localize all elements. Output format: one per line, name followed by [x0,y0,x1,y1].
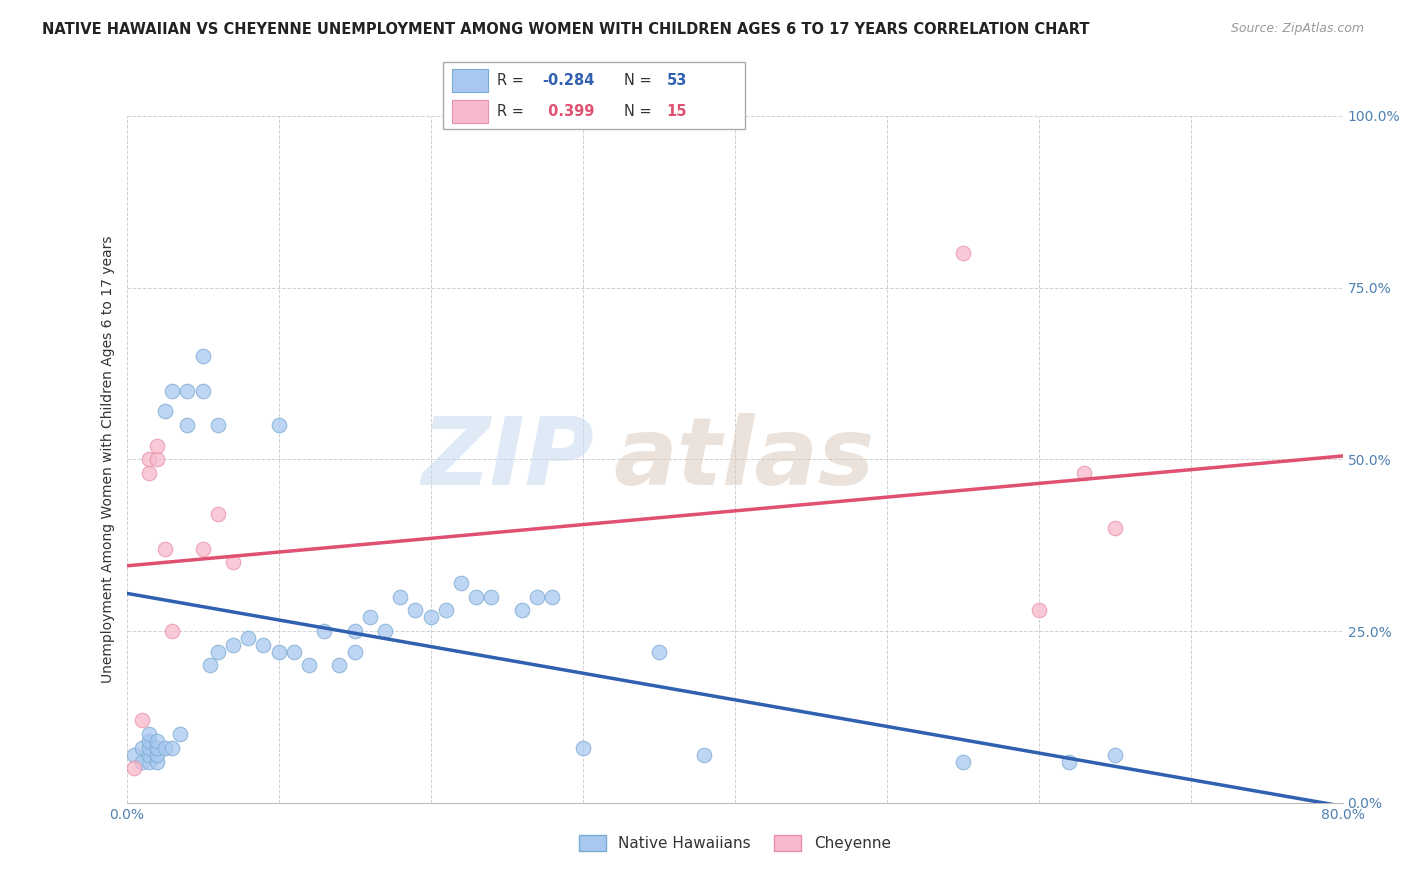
Point [267,417,290,432]
Point [146,755,169,769]
Point [160,740,183,755]
Point [434,603,457,617]
Point [419,610,441,624]
Legend: Native Hawaiians, Cheyenne: Native Hawaiians, Cheyenne [572,829,897,857]
Point [131,755,153,769]
Text: R =: R = [498,103,529,119]
FancyBboxPatch shape [451,70,488,92]
Point [252,638,274,652]
Point [343,624,366,639]
Point [267,645,290,659]
Point [160,384,183,398]
Point [952,755,974,769]
Point [343,645,366,659]
Y-axis label: Unemployment Among Women with Children Ages 6 to 17 years: Unemployment Among Women with Children A… [101,235,115,683]
Point [153,740,176,755]
Text: 15: 15 [666,103,688,119]
Point [283,645,305,659]
Text: Source: ZipAtlas.com: Source: ZipAtlas.com [1230,22,1364,36]
FancyBboxPatch shape [451,100,488,123]
Point [146,740,169,755]
Text: R =: R = [498,73,529,88]
Point [236,631,259,645]
Point [207,508,229,522]
Text: 0.399: 0.399 [543,103,593,119]
Point [122,747,145,762]
Point [160,624,183,639]
Point [138,452,160,467]
Point [693,747,716,762]
Point [481,590,503,604]
Point [146,734,169,748]
Point [207,417,229,432]
Point [314,624,336,639]
Point [138,755,160,769]
Point [207,645,229,659]
Text: 53: 53 [666,73,688,88]
Text: atlas: atlas [613,413,875,506]
Point [359,610,381,624]
Point [131,714,153,728]
Point [191,384,214,398]
Point [198,658,221,673]
Point [169,727,191,741]
Point [952,246,974,260]
FancyBboxPatch shape [443,62,745,129]
Point [298,658,321,673]
Point [465,590,488,604]
Point [153,404,176,418]
Point [138,466,160,480]
Point [146,747,169,762]
Point [1104,747,1126,762]
Text: N =: N = [624,103,657,119]
Point [138,734,160,748]
Point [122,762,145,776]
Text: NATIVE HAWAIIAN VS CHEYENNE UNEMPLOYMENT AMONG WOMEN WITH CHILDREN AGES 6 TO 17 : NATIVE HAWAIIAN VS CHEYENNE UNEMPLOYMENT… [42,22,1090,37]
Point [131,740,153,755]
Point [176,384,198,398]
Point [222,638,245,652]
Point [176,417,198,432]
Point [450,576,472,591]
Point [138,747,160,762]
Text: ZIP: ZIP [422,413,595,506]
Point [138,727,160,741]
Point [510,603,533,617]
Point [191,541,214,556]
Point [153,541,176,556]
Point [146,439,169,453]
Text: -0.284: -0.284 [543,73,595,88]
Point [328,658,350,673]
Point [191,350,214,364]
Point [647,645,669,659]
Point [1057,755,1080,769]
Point [138,740,160,755]
Point [374,624,396,639]
Point [146,452,169,467]
Point [1104,521,1126,535]
Point [1028,603,1050,617]
Point [222,555,245,570]
Point [389,590,412,604]
Point [571,740,593,755]
Point [1073,466,1095,480]
Point [526,590,548,604]
Text: N =: N = [624,73,657,88]
Point [404,603,426,617]
Point [541,590,564,604]
